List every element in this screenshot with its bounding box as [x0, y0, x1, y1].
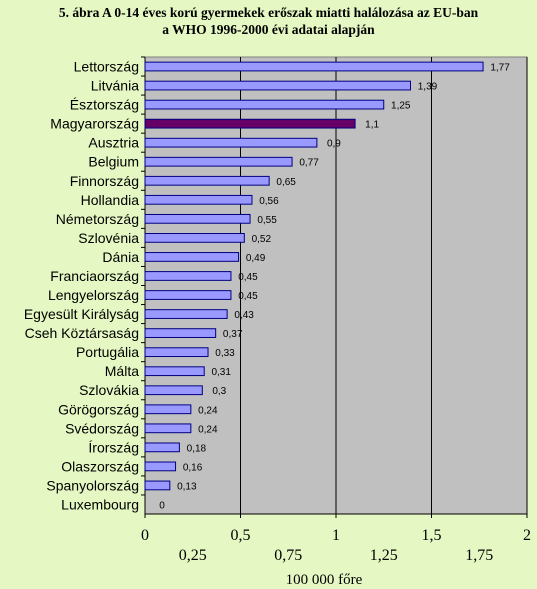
value-label: 0,16: [183, 462, 203, 473]
value-label: 0,24: [198, 405, 218, 416]
value-label: 0,65: [276, 177, 296, 188]
category-label: Cseh Köztársaság: [25, 325, 139, 341]
category-label: Málta: [105, 363, 139, 379]
x-tick-label: 1,5: [422, 527, 442, 544]
value-label: 0,43: [234, 310, 254, 321]
value-label: 0,24: [198, 424, 218, 435]
category-label: Luxembourg: [61, 496, 139, 512]
category-label: Egyesült Királyság: [24, 306, 139, 322]
x-minor-tick-label: 0,75: [274, 547, 302, 564]
chart-title: 5. ábra A 0-14 éves korú gyermekek erősz…: [0, 4, 537, 38]
category-label: Lengyelország: [48, 287, 139, 303]
value-label: 1,39: [418, 82, 438, 93]
value-label: 0,9: [327, 139, 341, 150]
value-label: 0,31: [211, 367, 231, 378]
bar: [144, 99, 385, 110]
category-label: Ausztria: [88, 135, 139, 151]
x-tick-label: 2: [523, 527, 531, 544]
bar: [144, 137, 318, 148]
bar: [144, 233, 245, 243]
value-label: 1,77: [490, 63, 510, 74]
bar: [144, 328, 217, 338]
bar: [144, 213, 251, 224]
bar: [144, 156, 293, 167]
value-label: 0,13: [177, 481, 197, 492]
chart-title-line1: 5. ábra A 0-14 éves korú gyermekek erősz…: [58, 5, 479, 20]
chart-title-line2: a WHO 1996-2000 évi adatai alapján: [162, 22, 375, 37]
x-tick-label: 0,5: [231, 527, 251, 544]
bar: [144, 442, 180, 453]
category-label: Németország: [56, 211, 139, 227]
category-label: Szlovákia: [79, 382, 139, 398]
x-tick-label: 1: [332, 527, 340, 544]
bar-highlight: [144, 118, 356, 129]
value-label: 0,55: [257, 215, 277, 226]
value-label: 1,25: [391, 101, 411, 112]
bar: [144, 385, 203, 396]
x-minor-tick-label: 0,25: [179, 547, 207, 564]
category-label: Belgium: [88, 154, 139, 170]
value-label: 0,45: [238, 272, 258, 283]
bar: [144, 347, 209, 358]
category-label: Spanyolország: [46, 477, 139, 493]
value-label: 1,1: [365, 120, 379, 131]
category-label: Finnország: [70, 173, 139, 189]
x-axis-title: 100 000 főre: [286, 572, 363, 588]
category-label: Észtország: [70, 97, 139, 113]
value-label: 0,77: [299, 158, 319, 169]
category-label: Litvánia: [91, 78, 139, 94]
bar: [144, 61, 484, 72]
bar: [144, 271, 232, 281]
bar: [144, 290, 232, 300]
x-minor-tick-label: 1,75: [465, 547, 493, 564]
value-label: 0,3: [212, 386, 226, 397]
value-label: 0: [159, 500, 165, 511]
bar: [144, 309, 228, 319]
x-minor-tick-label: 1,25: [370, 547, 398, 564]
x-tick-label: 0: [141, 527, 149, 544]
category-label: Szlovénia: [78, 230, 139, 246]
bar: [144, 461, 177, 472]
value-label: 0,37: [223, 329, 243, 340]
bar: [144, 252, 240, 262]
bar: [144, 404, 192, 415]
value-label: 0,52: [252, 234, 272, 245]
value-label: 0,33: [215, 348, 235, 359]
category-label: Lettország: [74, 59, 139, 75]
bar: [144, 80, 411, 91]
category-label: Hollandia: [81, 192, 140, 208]
value-label: 0,18: [187, 443, 207, 454]
category-label: Franciaország: [50, 268, 139, 284]
category-label: Portugália: [76, 344, 139, 360]
bar: [144, 423, 192, 434]
category-label: Dánia: [102, 249, 139, 265]
category-label: Svédország: [65, 420, 139, 436]
bar: [144, 175, 270, 186]
value-label: 0,49: [246, 253, 266, 264]
category-label: Olaszország: [61, 458, 139, 474]
bar: [144, 194, 253, 205]
value-label: 0,45: [238, 291, 258, 302]
category-label: Magyarország: [50, 116, 139, 132]
bar: [144, 480, 171, 491]
bar: [144, 366, 205, 377]
value-label: 0,56: [259, 196, 279, 207]
category-label: Görögország: [58, 401, 139, 417]
category-label: Írország: [88, 439, 139, 455]
